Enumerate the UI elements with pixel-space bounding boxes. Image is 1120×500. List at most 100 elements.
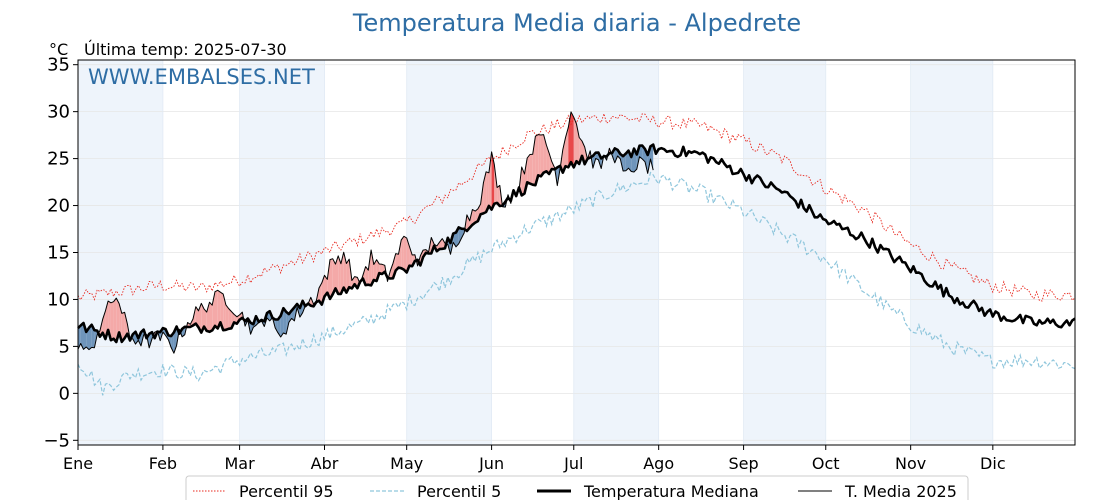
legend-label-median: Temperatura Mediana — [583, 482, 759, 500]
fill-above-median — [475, 208, 478, 223]
fill-below-median — [275, 319, 278, 333]
deviation-fills — [78, 111, 654, 354]
fill-above-median — [110, 301, 114, 341]
x-tick-label: Feb — [149, 454, 177, 473]
x-tick-label: Mar — [225, 454, 256, 473]
fill-above-median — [390, 263, 393, 279]
fill-above-median — [488, 151, 492, 210]
fill-above-median — [368, 250, 372, 286]
fill-above-median — [371, 250, 374, 286]
y-tick-label: 15 — [47, 243, 70, 264]
fill-above-median — [540, 134, 544, 177]
fill-above-median — [395, 253, 399, 271]
x-tick-label: May — [390, 454, 423, 473]
fill-above-median — [209, 302, 213, 332]
fill-above-median — [532, 136, 536, 186]
fill-above-median — [439, 238, 443, 250]
fill-above-median — [338, 255, 341, 294]
x-tick-label: Ene — [63, 454, 93, 473]
fill-above-median — [406, 238, 410, 273]
fill-above-median — [124, 312, 128, 339]
fill-above-median — [319, 282, 322, 305]
fill-above-median — [491, 151, 495, 210]
fill-above-median — [204, 308, 207, 331]
fill-above-median — [195, 306, 199, 328]
fill-above-median — [527, 154, 530, 184]
fill-below-median — [650, 144, 654, 171]
fill-above-median — [472, 209, 476, 225]
fill-above-median — [225, 304, 229, 330]
fill-below-median — [595, 152, 599, 160]
fill-above-median — [538, 134, 541, 177]
y-tick-label: 25 — [47, 149, 70, 170]
fill-below-median — [458, 227, 462, 244]
fill-above-median — [365, 266, 369, 286]
fill-above-median — [529, 154, 533, 185]
series-lines — [77, 111, 1076, 396]
y-tick-label: 20 — [47, 196, 70, 217]
y-tick-label: −5 — [43, 430, 70, 451]
fill-above-median — [327, 259, 330, 299]
fill-above-median — [116, 298, 120, 342]
x-tick-label: Sep — [729, 454, 759, 473]
fill-below-median — [625, 150, 629, 171]
fill-above-median — [217, 290, 221, 329]
fill-above-median — [497, 185, 500, 206]
x-tick-label: Nov — [895, 454, 926, 473]
fill-above-median — [565, 127, 569, 168]
fill-below-median — [80, 323, 84, 350]
fill-above-median — [121, 312, 125, 342]
y-tick-label: 5 — [59, 336, 70, 357]
y-tick-label: 35 — [47, 55, 70, 76]
fill-above-median — [332, 258, 336, 295]
fill-above-median — [576, 124, 580, 164]
watermark: WWW.EMBALSES.NET — [88, 65, 315, 89]
series-line-2025 — [77, 111, 654, 354]
fill-below-median — [283, 308, 287, 335]
fill-above-median — [206, 302, 210, 332]
fill-above-median — [201, 303, 204, 333]
x-tick-label: Dic — [980, 454, 1006, 473]
fill-above-median — [379, 264, 382, 274]
fill-above-median — [401, 236, 404, 270]
fill-below-median — [277, 315, 281, 337]
legend-label-year: T. Media 2025 — [844, 482, 957, 500]
x-tick-label: Ago — [643, 454, 674, 473]
fill-above-median — [198, 303, 202, 333]
y-tick-label: 30 — [47, 102, 70, 123]
x-tick-label: Abr — [311, 454, 339, 473]
x-axis: Ene Feb Mar Abr May Jun Jul Ago Sep Oct Nov Dic — [63, 445, 1006, 473]
fill-above-median — [212, 291, 215, 331]
fill-above-median — [330, 258, 333, 299]
fill-above-median — [409, 246, 413, 267]
unit-label: °C — [49, 40, 68, 59]
fill-above-median — [562, 137, 566, 173]
legend-label-p5: Percentil 5 — [417, 482, 501, 500]
fill-above-median — [324, 275, 328, 297]
fill-below-median — [639, 145, 643, 159]
fill-above-median — [113, 298, 117, 342]
x-tick-label: Jul — [563, 454, 583, 473]
fill-below-median — [623, 153, 626, 171]
fill-above-median — [228, 308, 232, 329]
fill-below-median — [78, 325, 81, 350]
fill-above-median — [535, 134, 539, 186]
fill-above-median — [335, 255, 339, 294]
fill-below-median — [86, 327, 89, 350]
last-temp-label: Última temp: 2025-07-30 — [84, 40, 287, 59]
fill-above-median — [373, 259, 377, 281]
fill-above-median — [346, 259, 350, 293]
fill-below-median — [89, 324, 92, 350]
legend-frame — [185, 475, 969, 500]
y-tick-label: 10 — [47, 289, 70, 310]
y-tick-label: 0 — [59, 383, 70, 404]
y-axis: −5 0 5 10 15 20 25 30 35 — [43, 55, 78, 451]
series-line-p95 — [77, 112, 1076, 302]
legend-label-p95: Percentil 95 — [239, 482, 334, 500]
fill-above-median — [398, 240, 402, 269]
chart-title: Temperatura Media diaria - Alpedrete — [352, 9, 801, 37]
legend: Percentil 95 Percentil 5 Temperatura Med… — [185, 475, 969, 500]
fill-above-median — [215, 290, 218, 329]
fill-below-median — [614, 148, 618, 163]
